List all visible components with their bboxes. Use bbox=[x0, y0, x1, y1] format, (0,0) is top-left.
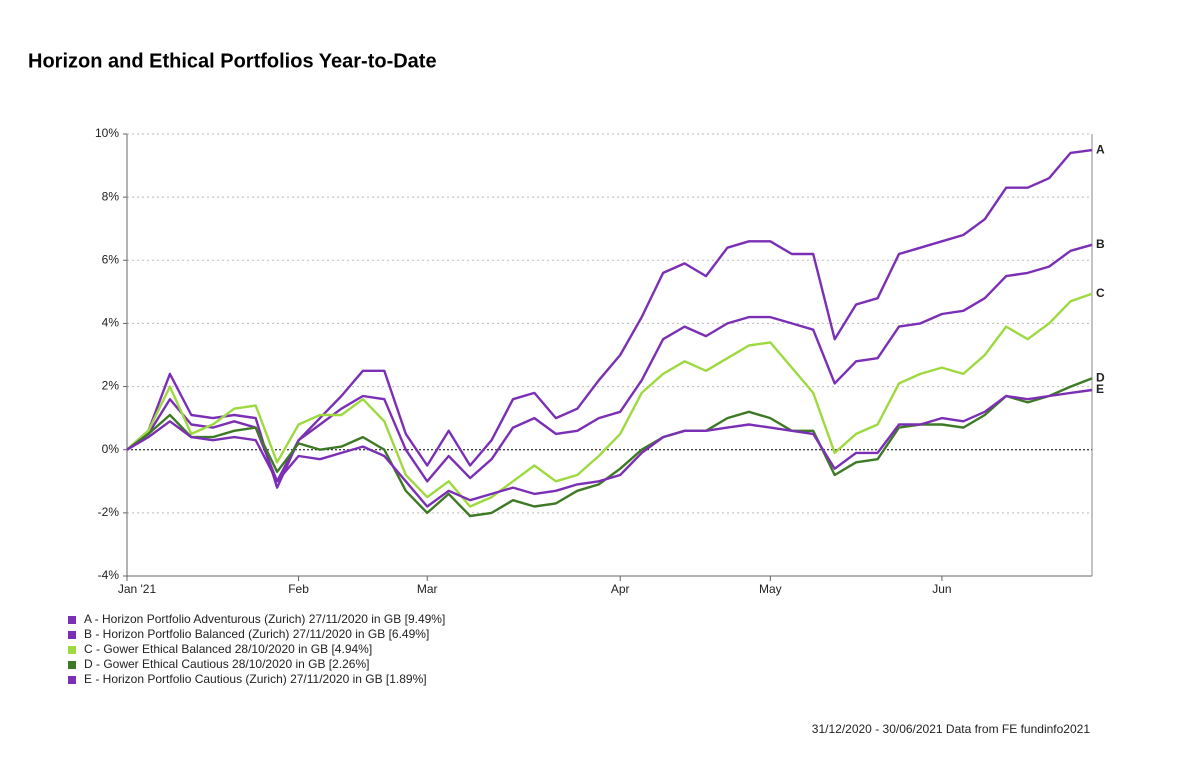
footer: 31/12/2020 - 30/06/2021 Data from FE fun… bbox=[812, 722, 1091, 736]
y-tick-label: 6% bbox=[102, 252, 120, 266]
legend-swatch bbox=[68, 646, 76, 654]
y-tick-label: 10% bbox=[95, 126, 119, 140]
series-line bbox=[126, 148, 1093, 489]
x-tick-label: Feb bbox=[288, 582, 309, 596]
series-line bbox=[126, 388, 1093, 508]
legend-label: C - Gower Ethical Balanced 28/10/2020 in… bbox=[84, 642, 372, 656]
end-label: C bbox=[1096, 286, 1105, 300]
end-label: B bbox=[1096, 237, 1105, 251]
x-tick-label: Mar bbox=[417, 582, 438, 596]
legend-label: E - Horizon Portfolio Cautious (Zurich) … bbox=[84, 672, 427, 686]
y-tick-label: -4% bbox=[98, 568, 120, 582]
y-tick-label: 0% bbox=[102, 442, 120, 456]
end-label: E bbox=[1096, 382, 1104, 396]
end-label: A bbox=[1096, 142, 1105, 156]
series-line bbox=[126, 292, 1093, 508]
y-tick-label: 4% bbox=[102, 316, 120, 330]
series-line bbox=[126, 243, 1093, 483]
y-tick-label: 8% bbox=[102, 189, 120, 203]
chart-title: Horizon and Ethical Portfolios Year-to-D… bbox=[28, 50, 437, 72]
legend-label: A - Horizon Portfolio Adventurous (Zuric… bbox=[84, 612, 445, 626]
x-tick-label: Jan '21 bbox=[118, 582, 157, 596]
y-tick-label: -2% bbox=[98, 505, 120, 519]
x-tick-label: May bbox=[759, 582, 782, 596]
series-line bbox=[126, 377, 1093, 518]
legend-swatch bbox=[68, 676, 76, 684]
legend-swatch bbox=[68, 616, 76, 624]
y-tick-label: 2% bbox=[102, 379, 120, 393]
legend-label: D - Gower Ethical Cautious 28/10/2020 in… bbox=[84, 657, 370, 671]
legend-swatch bbox=[68, 661, 76, 669]
legend-label: B - Horizon Portfolio Balanced (Zurich) … bbox=[84, 627, 429, 641]
legend-swatch bbox=[68, 631, 76, 639]
x-tick-label: Jun bbox=[932, 582, 951, 596]
x-tick-label: Apr bbox=[611, 582, 630, 596]
end-label: D bbox=[1096, 371, 1105, 385]
